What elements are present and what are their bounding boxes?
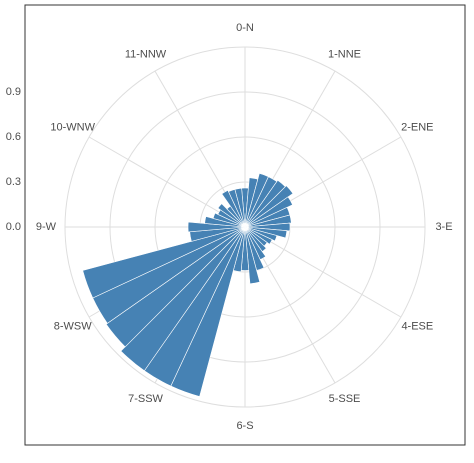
bar xyxy=(120,226,246,372)
x-tick-label: 10-WNW xyxy=(50,121,95,133)
bar xyxy=(221,189,246,228)
bar xyxy=(244,222,291,232)
bar xyxy=(82,226,246,299)
bar xyxy=(105,226,246,348)
y-tick-label: 0.3 xyxy=(6,176,21,188)
bar xyxy=(244,185,294,228)
x-tick-label: 0-N xyxy=(236,22,254,34)
bar xyxy=(244,214,292,228)
y-tick-label: 0.0 xyxy=(6,221,21,233)
x-tick-label: 6-S xyxy=(236,420,253,432)
bar xyxy=(244,226,261,285)
bar xyxy=(217,203,246,228)
y-tick-label: 0.9 xyxy=(6,86,21,98)
x-tick-label: 11-NNW xyxy=(125,49,167,61)
bar xyxy=(187,221,246,233)
y-tick-label: 0.6 xyxy=(6,131,21,143)
x-tick-label: 2-ENE xyxy=(401,121,433,133)
bar xyxy=(234,187,246,228)
x-tick-label: 5-SSE xyxy=(329,393,361,405)
x-tick-label: 9-W xyxy=(36,221,57,233)
bar xyxy=(244,196,293,228)
bar xyxy=(244,226,273,245)
x-tick-label: 4-ESE xyxy=(401,320,433,332)
x-tick-label: 8-WSW xyxy=(54,320,93,332)
x-tick-label: 3-E xyxy=(435,221,452,233)
x-tick-label: 7-SSW xyxy=(128,393,163,405)
x-tick-label: 1-NNE xyxy=(328,49,361,61)
